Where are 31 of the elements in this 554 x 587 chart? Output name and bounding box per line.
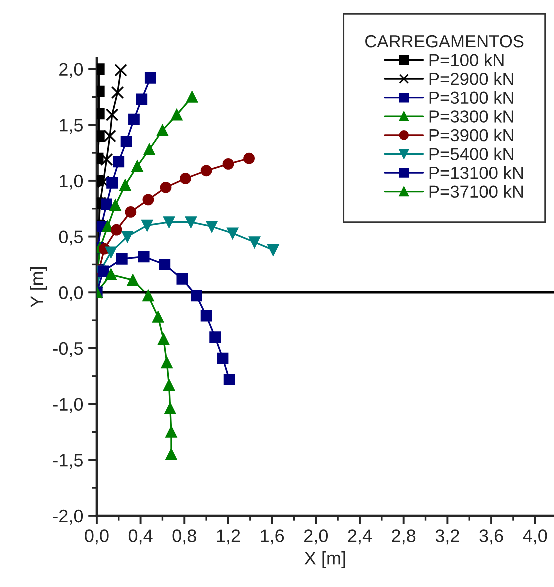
legend-label: P=3300 kN bbox=[430, 110, 514, 123]
x-axis-title: X [m] bbox=[304, 552, 346, 568]
legend-label: P=5400 kN bbox=[430, 148, 514, 160]
y-tick-label: 1,5 bbox=[60, 119, 83, 134]
y-tick-label: 0,0 bbox=[59, 286, 84, 302]
legend-label: P=3100 kN bbox=[430, 91, 514, 104]
y-tick-label: -2,0 bbox=[53, 510, 84, 525]
x-tick-label: 4,0 bbox=[523, 530, 548, 545]
y-axis-title: Y [m] bbox=[30, 267, 48, 308]
x-tick-label: 2,8 bbox=[392, 530, 416, 545]
legend-label: P=3900 kN bbox=[430, 128, 514, 142]
x-tick-label: 2,0 bbox=[304, 530, 328, 545]
legend-title: CARREGAMENTOS bbox=[366, 35, 524, 48]
y-tick-label: 0,5 bbox=[59, 230, 83, 246]
legend-label: P=13100 kN bbox=[430, 166, 524, 180]
y-tick-label: -1,5 bbox=[53, 454, 83, 469]
x-tick-label: 0,8 bbox=[172, 530, 196, 545]
legend-label: P=100 kN bbox=[430, 54, 504, 67]
y-tick-label: 2,0 bbox=[60, 63, 84, 78]
y-tick-label: -0,5 bbox=[53, 342, 83, 358]
x-tick-label: 0,0 bbox=[85, 530, 109, 545]
x-tick-label: 1,2 bbox=[217, 530, 240, 545]
y-tick-label: -1,0 bbox=[53, 398, 84, 414]
x-tick-label: 3,2 bbox=[436, 530, 460, 545]
legend-label: P=2900 kN bbox=[430, 72, 514, 86]
x-tick-label: 1,6 bbox=[261, 530, 284, 545]
y-tick-label: 1,0 bbox=[60, 174, 84, 190]
x-tick-label: 3,6 bbox=[480, 530, 504, 545]
legend-label: P=37100 kN bbox=[430, 185, 524, 198]
x-tick-label: 2,4 bbox=[348, 530, 372, 545]
x-tick-label: 0,4 bbox=[128, 530, 153, 545]
